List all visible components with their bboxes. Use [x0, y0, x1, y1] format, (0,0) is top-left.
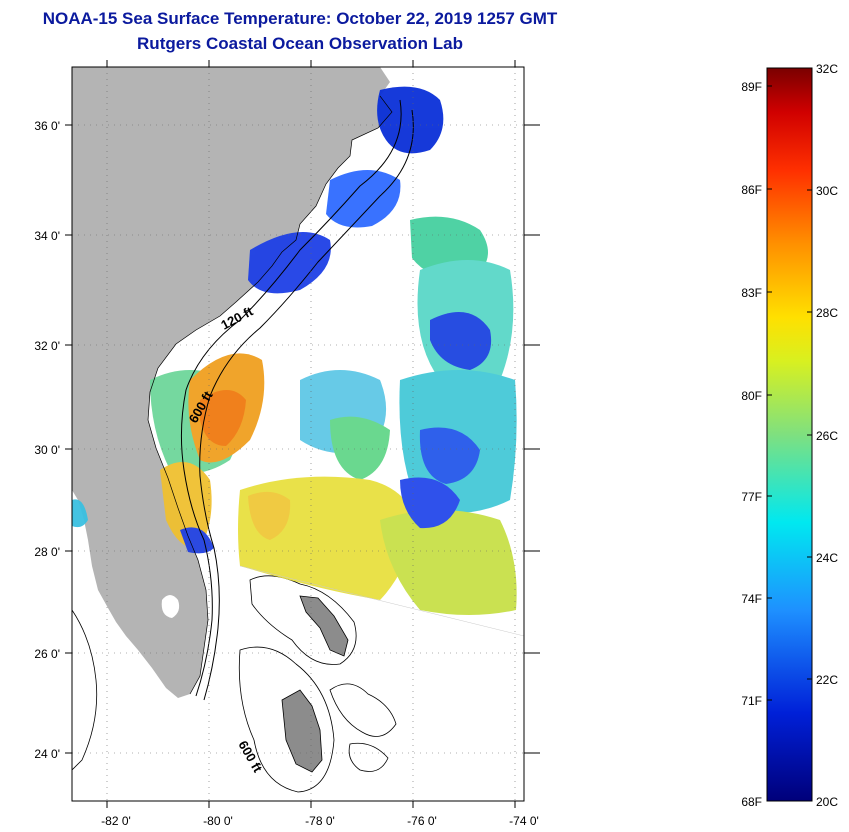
- colorbar-gradient: [766, 67, 813, 802]
- colorbar-f-label: 86F: [741, 183, 762, 197]
- colorbar-f-label: 71F: [741, 694, 762, 708]
- coastline-outline: [147, 95, 393, 695]
- y-tick-label: 32 0': [34, 339, 60, 353]
- colorbar-f-label: 74F: [741, 592, 762, 606]
- colorbar-f-label: 68F: [741, 795, 762, 809]
- bahamas-bank-outline-4: [348, 742, 389, 772]
- colorbar-f-label: 77F: [741, 490, 762, 504]
- map-tick-marks: [65, 60, 540, 808]
- bahamas-bank-outline: [249, 575, 357, 665]
- map-title: NOAA-15 Sea Surface Temperature: October…: [42, 9, 558, 28]
- bahamas-bank-outline-5: [72, 609, 98, 771]
- y-tick-label: 30 0': [34, 443, 60, 457]
- colorbar-c-label: 20C: [816, 795, 838, 809]
- sst-swath: [72, 86, 517, 615]
- x-tick-label: -78 0': [305, 814, 335, 828]
- lake-okeechobee: [161, 595, 180, 618]
- map-subtitle: Rutgers Coastal Ocean Observation Lab: [137, 34, 463, 53]
- swath-edge: [239, 565, 524, 637]
- colorbar-f-label: 80F: [741, 389, 762, 403]
- colorbar-c-label: 26C: [816, 429, 838, 443]
- bahamas-island-andros: [281, 689, 323, 773]
- bahamas-bank-outline-3: [329, 683, 397, 737]
- isobath-120ft: [180, 99, 402, 697]
- y-tick-label: 34 0': [34, 229, 60, 243]
- map-border: [71, 66, 525, 802]
- colorbar: 89F 86F 83F 80F 77F 74F 71F 68F 32C 30C …: [741, 62, 838, 809]
- x-tick-label: -76 0': [407, 814, 437, 828]
- bahamas-island-abaco: [299, 595, 349, 657]
- x-tick-label: -74 0': [509, 814, 539, 828]
- y-tick-label: 24 0': [34, 747, 60, 761]
- colorbar-c-label: 24C: [816, 551, 838, 565]
- isobath-600ft: [199, 109, 414, 701]
- colorbar-c-label: 32C: [816, 62, 838, 76]
- y-tick-label: 36 0': [34, 119, 60, 133]
- y-tick-label: 28 0': [34, 545, 60, 559]
- colorbar-c-label: 28C: [816, 306, 838, 320]
- y-tick-label: 26 0': [34, 647, 60, 661]
- land-mainland: [72, 67, 392, 698]
- x-tick-label: -82 0': [101, 814, 131, 828]
- colorbar-c-label: 30C: [816, 184, 838, 198]
- colorbar-f-label: 83F: [741, 286, 762, 300]
- colorbar-f-label: 89F: [741, 80, 762, 94]
- map-panel: 120 ft 600 ft 600 ft: [72, 67, 524, 801]
- bahamas-bank-outline-2: [238, 646, 335, 793]
- colorbar-c-label: 22C: [816, 673, 838, 687]
- x-tick-label: -80 0': [203, 814, 233, 828]
- map-graticule: [72, 67, 524, 801]
